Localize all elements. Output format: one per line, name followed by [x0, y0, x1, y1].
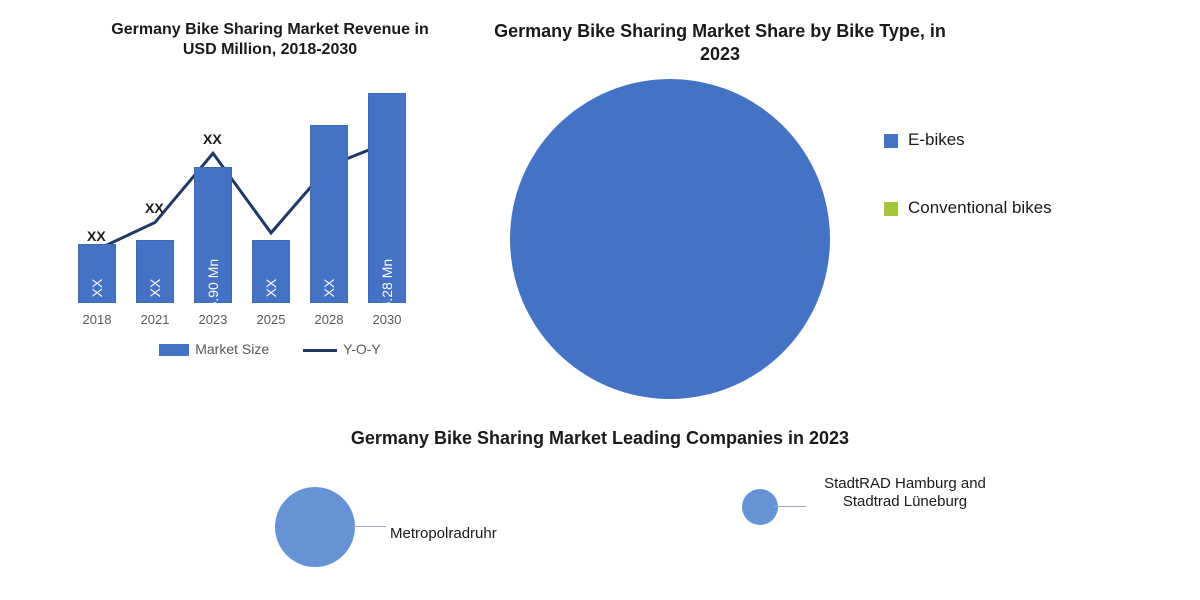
revenue-combo-chart: Germany Bike Sharing Market Revenue in U… — [60, 20, 480, 420]
bar-2030: 86.28 Mn — [368, 93, 406, 303]
bar-label-2023: 66.90 Mn — [205, 259, 221, 317]
bar-swatch — [159, 344, 189, 356]
legend-market-size: Market Size — [159, 341, 269, 357]
line-swatch — [303, 349, 337, 352]
bar-label-2028: XX — [321, 279, 337, 298]
company-bubble — [275, 487, 355, 567]
line-point-label: XX — [145, 200, 164, 216]
bar-2028: XX — [310, 125, 348, 303]
pie-swatch — [884, 202, 898, 216]
legend-yoy: Y-O-Y — [303, 341, 381, 357]
x-tick: 2023 — [199, 312, 228, 327]
combo-plot-area: XX2018XX202166.90 Mn2023XX2025XX202886.2… — [70, 72, 430, 327]
leading-companies-bubble: Germany Bike Sharing Market Leading Comp… — [0, 420, 1200, 577]
leader-line — [351, 526, 386, 527]
pie-legend-item: E-bikes — [884, 130, 1052, 150]
line-point-label: XX — [203, 131, 222, 147]
bar-label-2030: 86.28 Mn — [379, 259, 395, 317]
x-tick: 2021 — [141, 312, 170, 327]
pie-legend-label: E-bikes — [908, 130, 965, 150]
pie-legend-item: Conventional bikes — [884, 198, 1052, 218]
line-point-label: XX — [87, 228, 106, 244]
x-tick: 2018 — [83, 312, 112, 327]
pie-plot — [510, 79, 830, 399]
combo-legend: Market Size Y-O-Y — [60, 341, 480, 357]
bubble-plot-area: Metropolradruhr StadtRAD Hamburg and Stad… — [40, 467, 1160, 577]
bar-2023: 66.90 Mn — [194, 167, 232, 303]
legend-line-label: Y-O-Y — [343, 341, 381, 357]
x-tick: 2030 — [373, 312, 402, 327]
company-label: Metropolradruhr — [390, 525, 497, 543]
pie-chart-title: Germany Bike Sharing Market Share by Bik… — [480, 20, 960, 65]
legend-bar-label: Market Size — [195, 341, 269, 357]
x-tick: 2028 — [315, 312, 344, 327]
company-bubble — [742, 489, 778, 525]
bar-2021: XX — [136, 240, 174, 303]
bar-2018: XX — [78, 244, 116, 303]
pie-legend-label: Conventional bikes — [908, 198, 1052, 218]
combo-chart-title: Germany Bike Sharing Market Revenue in U… — [110, 20, 430, 60]
pie-swatch — [884, 134, 898, 148]
bar-label-2018: XX — [89, 279, 105, 298]
market-share-pie: Germany Bike Sharing Market Share by Bik… — [480, 20, 1180, 420]
bar-label-2025: XX — [263, 279, 279, 298]
bar-label-2021: XX — [147, 279, 163, 298]
x-tick: 2025 — [257, 312, 286, 327]
pie-legend: E-bikes Conventional bikes — [884, 130, 1052, 420]
leader-line — [774, 506, 806, 507]
bar-2025: XX — [252, 240, 290, 303]
bubble-chart-title: Germany Bike Sharing Market Leading Comp… — [40, 428, 1160, 449]
company-label: StadtRAD Hamburg and Stadtrad Lüneburg — [810, 475, 1000, 511]
